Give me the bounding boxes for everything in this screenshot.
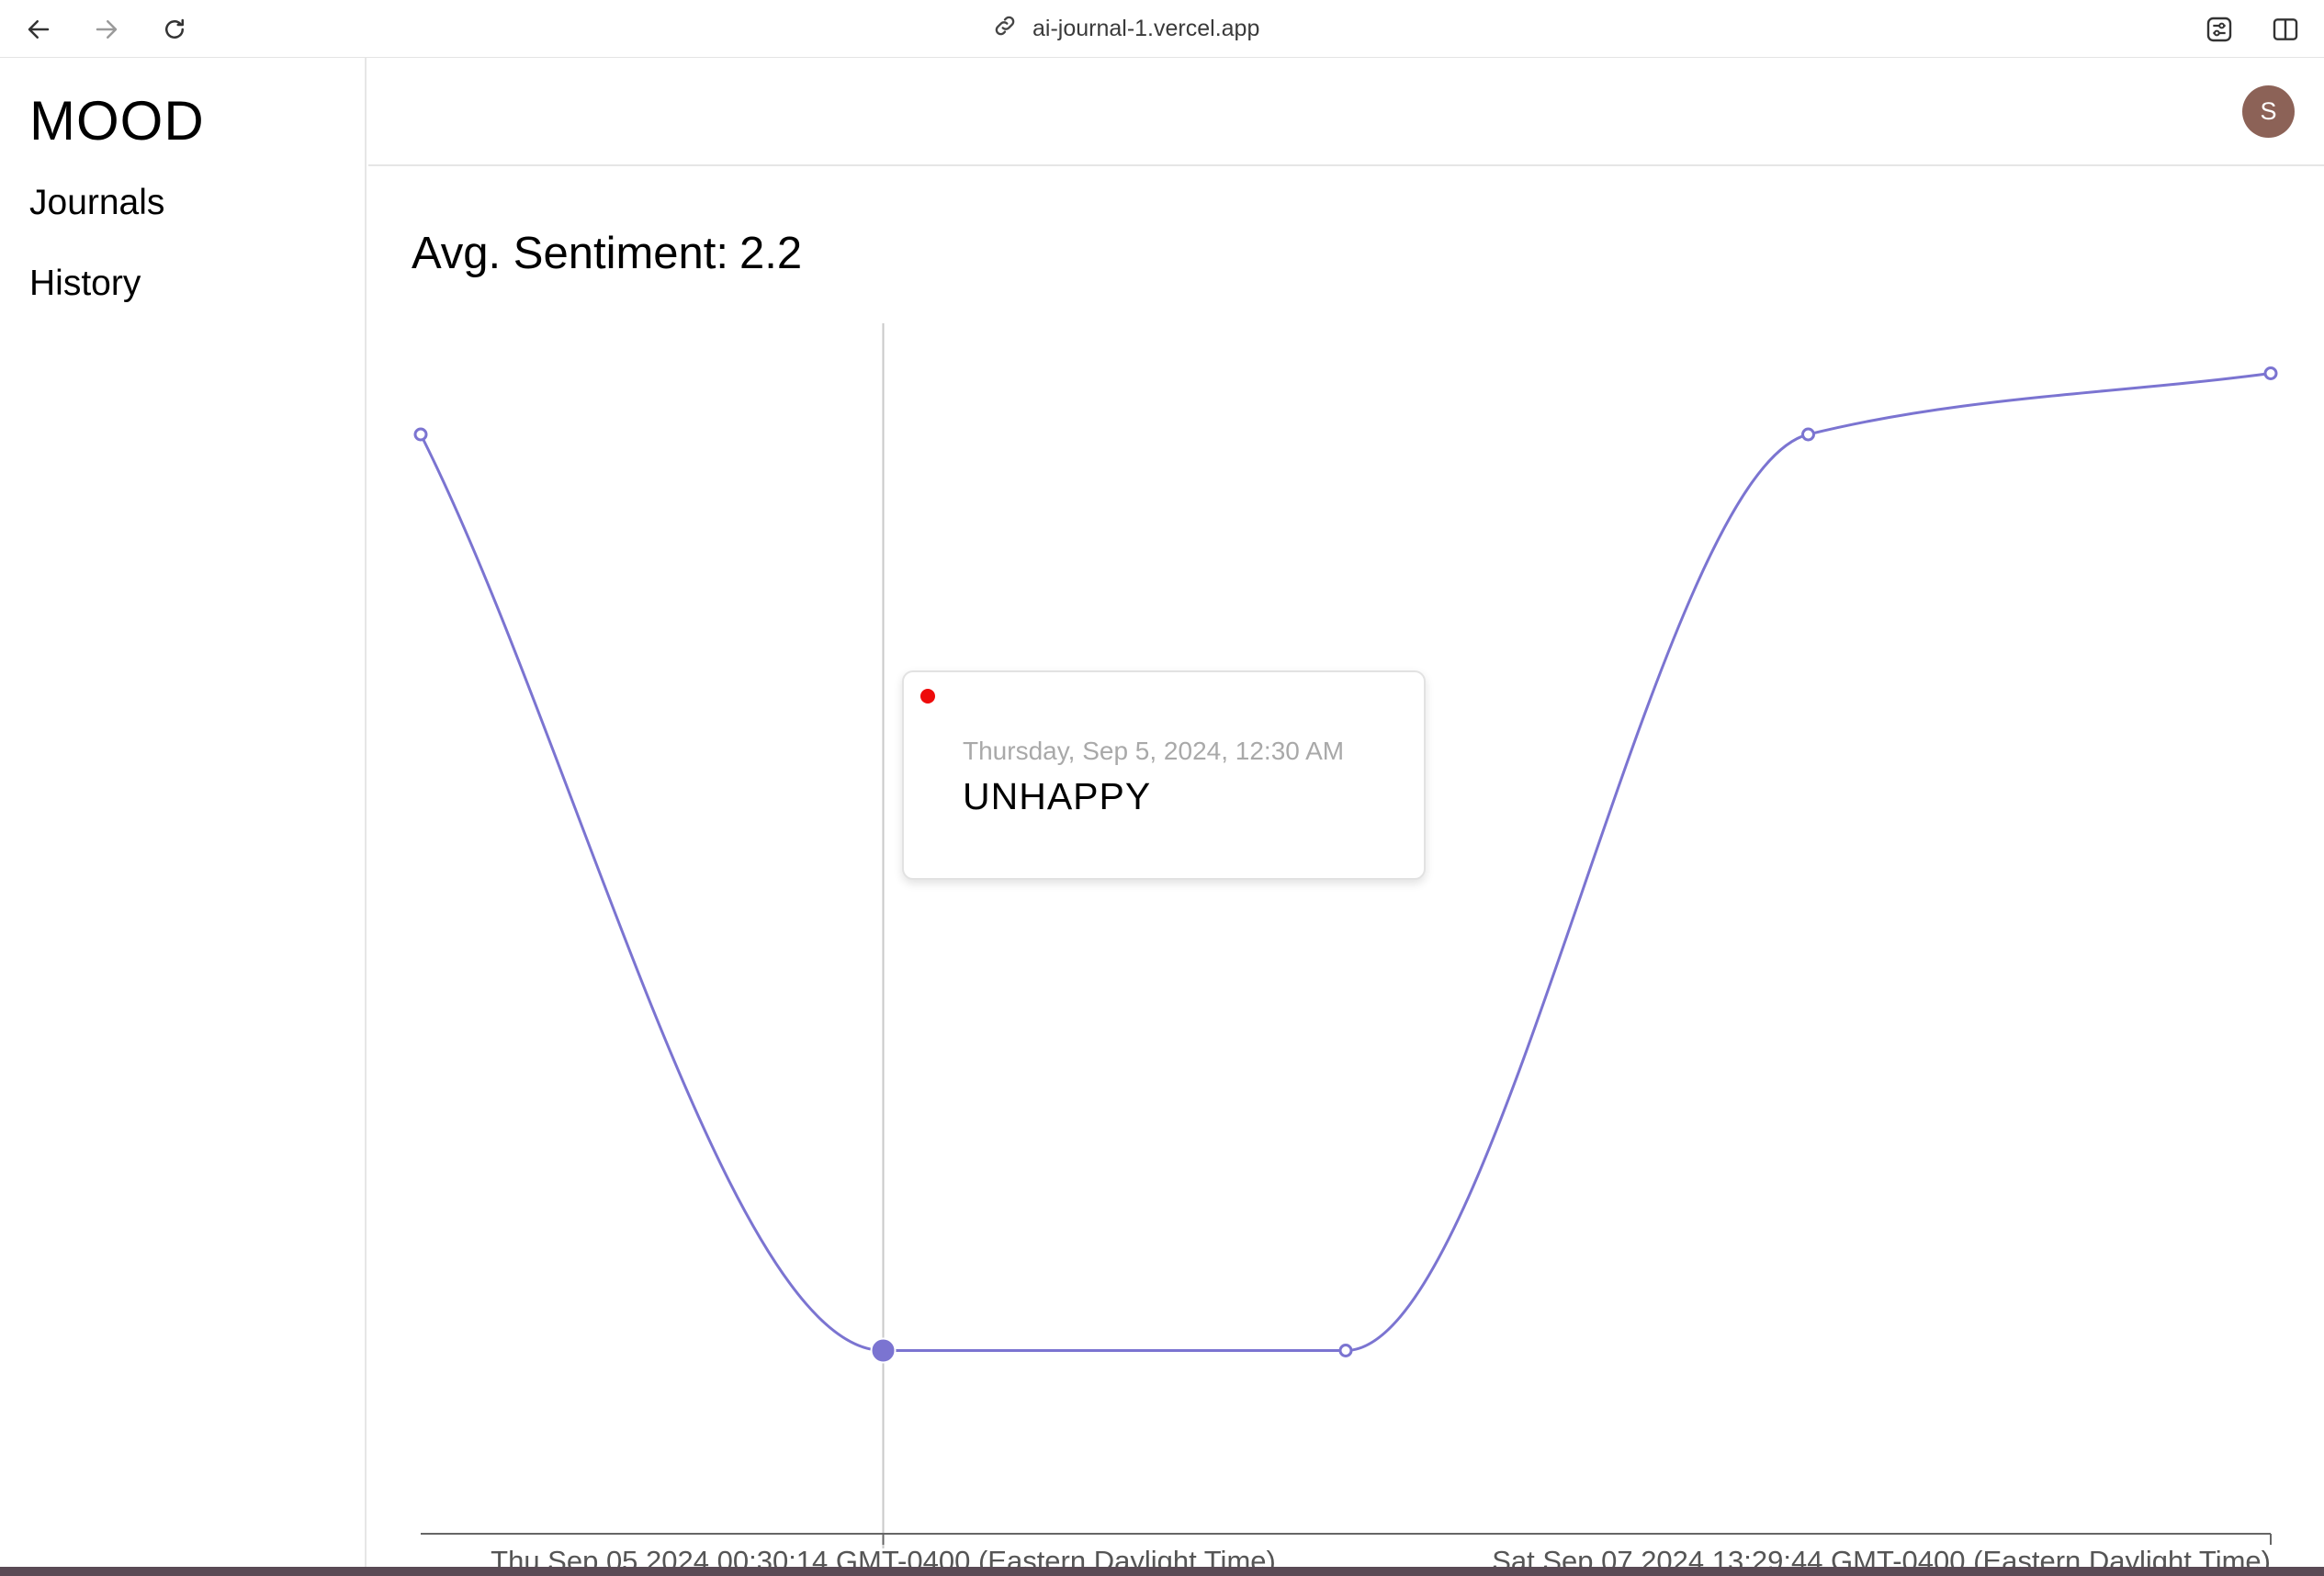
url-text: ai-journal-1.vercel.app [1032,15,1260,41]
settings-sliders-icon[interactable] [2201,11,2238,48]
mood-color-dot [920,689,935,704]
app-logo[interactable]: MOOD [29,90,205,152]
avatar[interactable]: S [2242,85,2295,138]
forward-arrow-icon[interactable] [88,11,125,48]
avg-sentiment-label: Avg. Sentiment: [412,229,729,278]
tooltip-mood: UNHAPPY [963,775,1152,817]
avg-sentiment-value: 2.2 [739,229,803,278]
data-point [1801,427,1815,442]
top-header: S [368,58,2324,166]
chart-svg: Thu Sep 05 2024 00:30:14 GMT-0400 (Easte… [413,323,2278,1576]
avg-sentiment: Avg. Sentiment: 2.2 [412,228,802,279]
data-point [1338,1344,1353,1357]
sidebar-item-history[interactable]: History [29,264,141,303]
chart-tooltip: Thursday, Sep 5, 2024, 12:30 AM UNHAPPY [902,670,1426,880]
sidebar-toggle-icon[interactable] [2267,11,2304,48]
sentiment-chart: Thu Sep 05 2024 00:30:14 GMT-0400 (Easte… [368,312,2324,1576]
reload-icon[interactable] [156,11,193,48]
tooltip-date: Thursday, Sep 5, 2024, 12:30 AM [963,737,1345,765]
link-icon [992,13,1018,45]
data-point-active [870,1337,897,1364]
window-bottom-edge [0,1567,2324,1576]
sidebar-item-journals[interactable]: Journals [29,183,165,222]
data-point [413,427,428,442]
sidebar: MOOD Journals History [0,58,367,1576]
address-bar[interactable]: ai-journal-1.vercel.app [992,13,1259,44]
data-point [2263,366,2278,380]
browser-toolbar: ai-journal-1.vercel.app [0,0,2324,58]
back-arrow-icon[interactable] [20,11,57,48]
